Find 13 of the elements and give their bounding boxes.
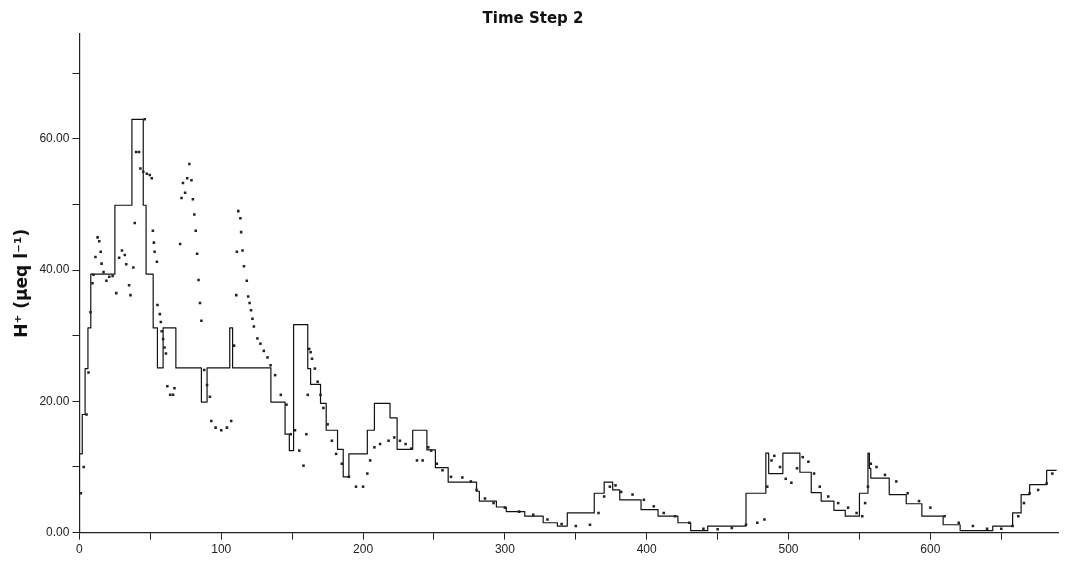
y-tick-label: 40.00	[39, 262, 70, 277]
y-tick-label: 0.00	[46, 524, 70, 539]
y-tick-label: 20.00	[39, 393, 70, 408]
y-tick-label: 60.00	[39, 131, 70, 146]
x-tick-label: 400	[636, 542, 658, 557]
x-tick-label: 200	[353, 542, 374, 557]
x-tick-label: 600	[920, 542, 941, 557]
x-tick-label: 0	[76, 542, 84, 557]
x-tick-label: 100	[211, 542, 232, 557]
y-axis-title: H⁺ (μeq l⁻¹)	[10, 228, 31, 338]
chart-title: Time Step 2	[482, 8, 584, 27]
x-tick-label: 500	[778, 542, 799, 557]
x-tick-label: 300	[494, 542, 516, 557]
